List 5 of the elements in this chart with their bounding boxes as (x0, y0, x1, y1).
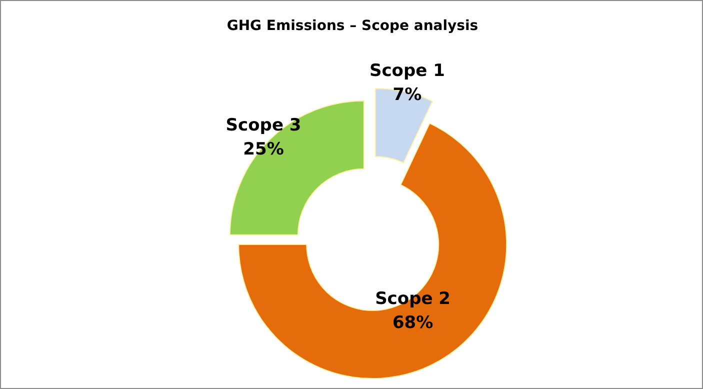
data-label: 7% (392, 85, 422, 105)
slice-label: Scope 1 (369, 61, 445, 81)
chart-title: GHG Emissions – Scope analysis (226, 18, 478, 34)
data-label: 68% (392, 312, 434, 333)
slice-label: Scope 3 (226, 116, 302, 136)
